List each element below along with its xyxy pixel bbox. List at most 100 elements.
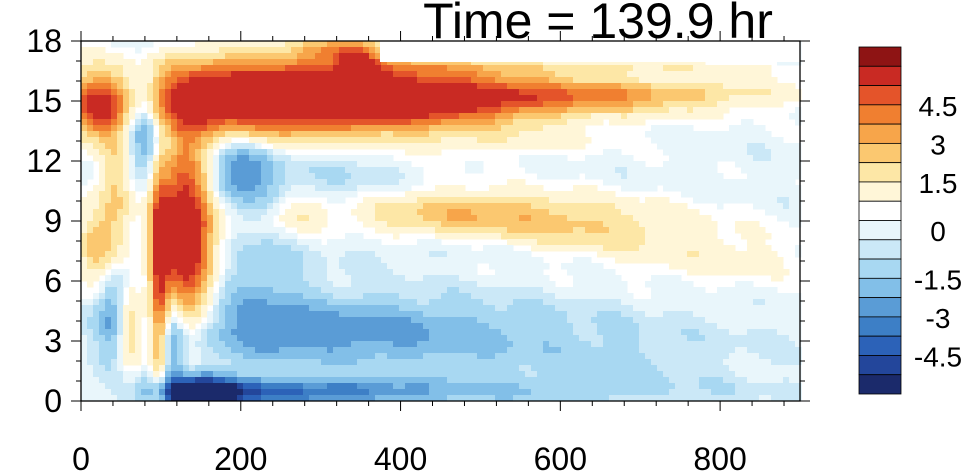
heatmap-cell (231, 107, 238, 114)
heatmap-cell (177, 269, 184, 276)
heatmap-cell (693, 113, 700, 120)
heatmap-cell (585, 245, 592, 252)
heatmap-cell (147, 239, 154, 246)
heatmap-cell (201, 257, 208, 264)
heatmap-cell (123, 59, 130, 66)
heatmap-cell (333, 305, 340, 312)
heatmap-cell (351, 263, 358, 270)
heatmap-cell (105, 203, 112, 210)
heatmap-cell (639, 209, 646, 216)
heatmap-cell (495, 143, 502, 150)
heatmap-cell (615, 227, 622, 234)
heatmap-cell (279, 275, 286, 282)
heatmap-cell (99, 143, 106, 150)
heatmap-cell (243, 203, 250, 210)
heatmap-cell (321, 293, 328, 300)
heatmap-cell (405, 215, 412, 222)
heatmap-cell (489, 83, 496, 90)
heatmap-cell (735, 197, 742, 204)
heatmap-cell (441, 257, 448, 264)
heatmap-cell (111, 239, 118, 246)
heatmap-cell (333, 53, 340, 60)
heatmap-cell (681, 263, 688, 270)
heatmap-cell (99, 317, 106, 324)
heatmap-cell (327, 257, 334, 264)
heatmap-cell (513, 197, 520, 204)
heatmap-cell (321, 311, 328, 318)
heatmap-cell (765, 257, 772, 264)
heatmap-cell (99, 209, 106, 216)
heatmap-cell (129, 95, 136, 102)
heatmap-cell (213, 227, 220, 234)
heatmap-cell (669, 65, 676, 72)
heatmap-cell (159, 47, 166, 54)
heatmap-cell (435, 239, 442, 246)
heatmap-cell (213, 221, 220, 228)
heatmap-cell (303, 83, 310, 90)
heatmap-cell (81, 233, 88, 240)
heatmap-cell (549, 77, 556, 84)
heatmap-cell (531, 197, 538, 204)
heatmap-cell (153, 161, 160, 168)
heatmap-cell (165, 161, 172, 168)
heatmap-cell (759, 95, 766, 102)
heatmap-cell (117, 191, 124, 198)
heatmap-cell (405, 101, 412, 108)
heatmap-cell (159, 215, 166, 222)
heatmap-cell (357, 137, 364, 144)
heatmap-cell (717, 293, 724, 300)
heatmap-cell (717, 143, 724, 150)
heatmap-cell (621, 101, 628, 108)
heatmap-cell (795, 293, 802, 300)
heatmap-cell (243, 329, 250, 336)
heatmap-cell (237, 221, 244, 228)
heatmap-cell (321, 41, 328, 48)
heatmap-cell (93, 305, 100, 312)
heatmap-cell (783, 143, 790, 150)
heatmap-cell (153, 197, 160, 204)
heatmap-cell (615, 257, 622, 264)
heatmap-cell (501, 131, 508, 138)
heatmap-cell (249, 71, 256, 78)
heatmap-cell (573, 215, 580, 222)
heatmap-cell (195, 245, 202, 252)
heatmap-cell (537, 89, 544, 96)
heatmap-cell (531, 191, 538, 198)
heatmap-cell (171, 197, 178, 204)
heatmap-cell (771, 323, 778, 330)
heatmap-cell (591, 215, 598, 222)
heatmap-cell (525, 251, 532, 258)
heatmap-cell (399, 185, 406, 192)
heatmap-cell (417, 221, 424, 228)
heatmap-cell (651, 239, 658, 246)
heatmap-cell (597, 191, 604, 198)
heatmap-cell (279, 239, 286, 246)
heatmap-cell (507, 119, 514, 126)
heatmap-cell (333, 281, 340, 288)
heatmap-cell (681, 101, 688, 108)
heatmap-cell (615, 293, 622, 300)
heatmap-cell (231, 263, 238, 270)
heatmap-cell (465, 83, 472, 90)
heatmap-cell (399, 263, 406, 270)
heatmap-cell (417, 275, 424, 282)
heatmap-cell (141, 239, 148, 246)
heatmap-cell (147, 323, 154, 330)
heatmap-cell (285, 101, 292, 108)
heatmap-cell (141, 299, 148, 306)
heatmap-cell (99, 161, 106, 168)
heatmap-cell (87, 137, 94, 144)
heatmap-cell (405, 299, 412, 306)
heatmap-cell (363, 287, 370, 294)
heatmap-cell (609, 107, 616, 114)
heatmap-cell (231, 161, 238, 168)
heatmap-cell (141, 215, 148, 222)
heatmap-cell (297, 107, 304, 114)
heatmap-cell (699, 71, 706, 78)
heatmap-cell (687, 185, 694, 192)
heatmap-cell (255, 173, 262, 180)
heatmap-cell (219, 101, 226, 108)
heatmap-cell (189, 227, 196, 234)
heatmap-cell (525, 239, 532, 246)
heatmap-cell (123, 65, 130, 72)
